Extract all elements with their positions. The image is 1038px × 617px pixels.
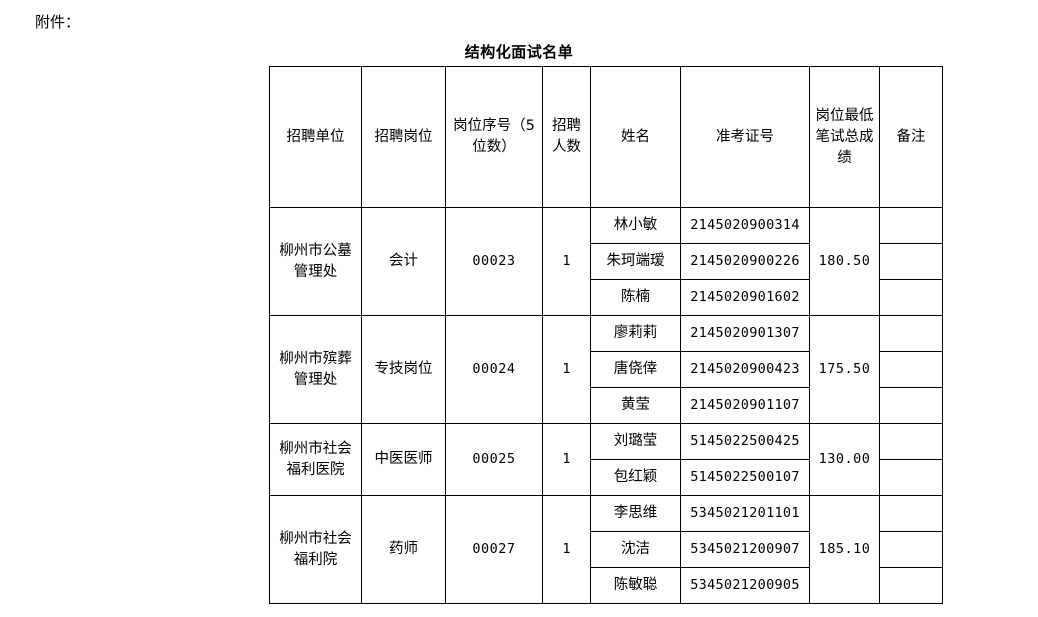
cell-recruiting-post: 专技岗位 xyxy=(361,315,446,424)
cell-admission-ticket-number: 2145020901107 xyxy=(680,387,810,424)
column-header-post: 招聘岗位 xyxy=(361,66,446,208)
table-row: 柳州市公墓管理处 会计 00023 1 林小敏 2145020900314 180.50 xyxy=(269,207,943,316)
cell-candidate-name: 李思维 xyxy=(590,495,681,532)
column-header-unit: 招聘单位 xyxy=(269,66,362,208)
column-header-remark: 备注 xyxy=(879,66,943,208)
table-header-row: 招聘单位 招聘岗位 岗位序号（5位数） 招聘人数 姓名 准考证号 岗位最低笔试总… xyxy=(269,66,943,208)
cell-recruiting-post: 会计 xyxy=(361,207,446,316)
cell-remark xyxy=(879,207,943,244)
cell-post-code: 00025 xyxy=(445,423,543,496)
cell-headcount: 1 xyxy=(542,315,591,424)
cell-recruiting-unit: 柳州市社会福利医院 xyxy=(269,423,362,496)
interview-list-table: 招聘单位 招聘岗位 岗位序号（5位数） 招聘人数 姓名 准考证号 岗位最低笔试总… xyxy=(269,66,943,604)
cell-post-code: 00024 xyxy=(445,315,543,424)
cell-admission-ticket-number: 2145020900314 xyxy=(680,207,810,244)
cell-post-code: 00027 xyxy=(445,495,543,604)
column-header-code: 岗位序号（5位数） xyxy=(445,66,543,208)
cell-admission-ticket-number: 5345021200907 xyxy=(680,531,810,568)
table-row: 柳州市社会福利医院 中医医师 00025 1 刘璐莹 5145022500425 130.0… xyxy=(269,423,943,496)
cell-remark xyxy=(879,531,943,568)
table-row: 陈敏聪 5345021200905 xyxy=(270,567,943,604)
cell-headcount: 1 xyxy=(542,423,591,496)
cell-headcount: 1 xyxy=(542,207,591,316)
cell-admission-ticket-number: 2145020900423 xyxy=(680,351,810,388)
table-body: 柳州市公墓管理处 会计 00023 1 林小敏 2145020900314 180.50 朱珂… xyxy=(269,207,943,604)
column-header-score: 岗位最低笔试总成绩 xyxy=(809,66,880,208)
cell-remark xyxy=(879,315,943,352)
cell-admission-ticket-number: 5345021201101 xyxy=(680,495,810,532)
cell-headcount: 1 xyxy=(542,495,591,604)
cell-minimum-written-score: 130.00 xyxy=(809,423,880,496)
cell-remark xyxy=(879,243,943,280)
cell-candidate-name: 刘璐莹 xyxy=(590,423,681,460)
table-row: 黄莹 2145020901107 xyxy=(270,387,943,424)
cell-minimum-written-score: 180.50 xyxy=(809,207,880,316)
column-header-ticket: 准考证号 xyxy=(680,66,810,208)
cell-candidate-name: 包红颖 xyxy=(590,459,681,496)
cell-candidate-name: 唐侥倖 xyxy=(590,351,681,388)
cell-remark xyxy=(879,495,943,532)
page-title: 结构化面试名单 xyxy=(464,43,574,61)
cell-admission-ticket-number: 2145020900226 xyxy=(680,243,810,280)
cell-admission-ticket-number: 5345021200905 xyxy=(680,567,810,604)
cell-candidate-name: 廖莉莉 xyxy=(590,315,681,352)
cell-candidate-name: 林小敏 xyxy=(590,207,681,244)
cell-remark xyxy=(879,387,943,424)
cell-remark xyxy=(879,423,943,460)
cell-remark xyxy=(879,567,943,604)
cell-recruiting-unit: 柳州市社会福利院 xyxy=(269,495,362,604)
cell-recruiting-unit: 柳州市公墓管理处 xyxy=(269,207,362,316)
cell-recruiting-unit: 柳州市殡葬管理处 xyxy=(269,315,362,424)
cell-recruiting-post: 中医医师 xyxy=(361,423,446,496)
cell-candidate-name: 陈楠 xyxy=(590,279,681,316)
table-row: 陈楠 2145020901602 xyxy=(270,279,943,316)
table-header: 招聘单位 招聘岗位 岗位序号（5位数） 招聘人数 姓名 准考证号 岗位最低笔试总… xyxy=(269,66,943,208)
column-header-name: 姓名 xyxy=(590,66,681,208)
cell-candidate-name: 黄莹 xyxy=(590,387,681,424)
cell-admission-ticket-number: 5145022500425 xyxy=(680,423,810,460)
attachment-label: 附件： xyxy=(35,13,81,31)
cell-candidate-name: 朱珂端瑷 xyxy=(590,243,681,280)
column-header-count: 招聘人数 xyxy=(542,66,591,208)
table-row: 唐侥倖 2145020900423 xyxy=(270,351,943,388)
table-row: 柳州市殡葬管理处 专技岗位 00024 1 廖莉莉 2145020901307 175.50 xyxy=(269,315,943,424)
cell-remark xyxy=(879,279,943,316)
interview-list-table-container: 招聘单位 招聘岗位 岗位序号（5位数） 招聘人数 姓名 准考证号 岗位最低笔试总… xyxy=(269,66,943,604)
cell-minimum-written-score: 185.10 xyxy=(809,495,880,604)
cell-admission-ticket-number: 5145022500107 xyxy=(680,459,810,496)
table-row: 柳州市社会福利院 药师 00027 1 李思维 5345021201101 185.10 xyxy=(269,495,943,604)
cell-post-code: 00023 xyxy=(445,207,543,316)
table-row: 沈洁 5345021200907 xyxy=(270,531,943,568)
cell-remark xyxy=(879,459,943,496)
table-row: 朱珂端瑷 2145020900226 xyxy=(270,243,943,280)
cell-recruiting-post: 药师 xyxy=(361,495,446,604)
cell-candidate-name: 陈敏聪 xyxy=(590,567,681,604)
cell-admission-ticket-number: 2145020901602 xyxy=(680,279,810,316)
cell-candidate-name: 沈洁 xyxy=(590,531,681,568)
cell-admission-ticket-number: 2145020901307 xyxy=(680,315,810,352)
table-row: 包红颖 5145022500107 xyxy=(270,459,943,496)
cell-minimum-written-score: 175.50 xyxy=(809,315,880,424)
cell-remark xyxy=(879,351,943,388)
